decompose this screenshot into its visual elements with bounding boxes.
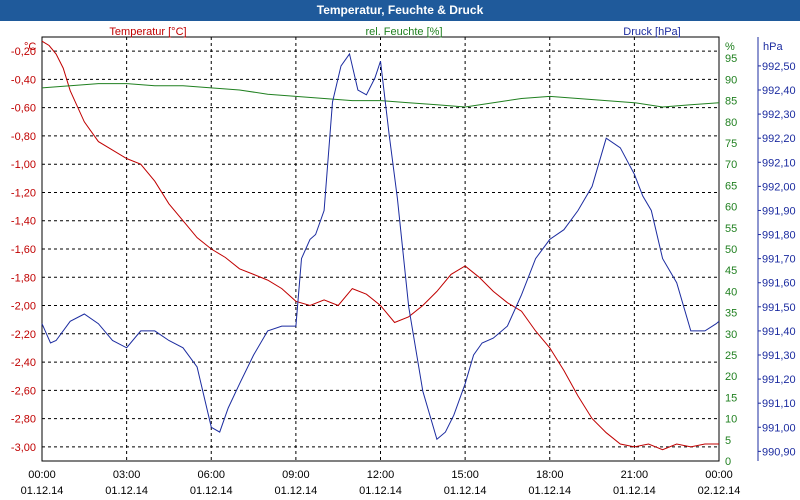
x-tick-date: 01.12.14: [613, 485, 656, 497]
temperature-tick: -0,40: [11, 74, 36, 86]
humidity-tick: 40: [725, 286, 737, 298]
temperature-tick: -1,00: [11, 159, 36, 171]
humidity-tick: 80: [725, 117, 737, 129]
pressure-tick: 991,60: [762, 278, 796, 290]
pressure-unit: hPa: [763, 41, 783, 53]
pressure-tick: 991,00: [762, 422, 796, 434]
series-layer: [41, 40, 720, 451]
temperature-tick: -1,80: [11, 272, 36, 284]
x-tick-date: 01.12.14: [105, 485, 148, 497]
humidity-tick: 70: [725, 159, 737, 171]
pressure-tick: 992,00: [762, 181, 796, 193]
temperature-tick: -2,80: [11, 414, 36, 426]
temperature-unit: °C: [24, 41, 36, 53]
x-tick-time: 12:00: [367, 469, 395, 481]
humidity-tick: 30: [725, 329, 737, 341]
temperature-tick: -1,20: [11, 187, 36, 199]
pressure-tick: 992,40: [762, 85, 796, 97]
x-tick-time: 00:00: [28, 469, 56, 481]
x-tick-date: 01.12.14: [528, 485, 571, 497]
temperature-tick: -3,00: [11, 442, 36, 454]
x-tick-date: 01.12.14: [190, 485, 233, 497]
series-line-humidity: [41, 83, 720, 108]
humidity-tick: 65: [725, 180, 737, 192]
pressure-tick: 992,10: [762, 157, 796, 169]
plot-frame: [41, 36, 720, 462]
pressure-tick: 991,90: [762, 205, 796, 217]
humidity-tick: 90: [725, 74, 737, 86]
temperature-tick: -2,20: [11, 329, 36, 341]
pressure-tick: 992,20: [762, 133, 796, 145]
x-tick-time: 15:00: [451, 469, 479, 481]
pressure-tick: 991,10: [762, 398, 796, 410]
legend-temperature: Temperatur [°C]: [109, 26, 186, 38]
humidity-unit: %: [725, 41, 735, 53]
series-line-pressure: [41, 52, 720, 441]
humidity-tick: 45: [725, 265, 737, 277]
pressure-tick: 991,40: [762, 326, 796, 338]
humidity-tick: 60: [725, 202, 737, 214]
legend-pressure: Druck [hPa]: [623, 26, 680, 38]
humidity-tick: 25: [725, 350, 737, 362]
legend-humidity: rel. Feuchte [%]: [365, 26, 442, 38]
humidity-tick: 20: [725, 371, 737, 383]
temperature-tick: -1,60: [11, 244, 36, 256]
pressure-tick: 991,50: [762, 302, 796, 314]
temperature-tick: -2,40: [11, 357, 36, 369]
pressure-tick: 992,50: [762, 61, 796, 73]
x-tick-date: 01.12.14: [274, 485, 317, 497]
pressure-tick: 990,90: [762, 446, 796, 458]
temperature-tick: -0,60: [11, 103, 36, 115]
x-tick-date: 01.12.14: [444, 485, 487, 497]
humidity-tick: 50: [725, 244, 737, 256]
pressure-tick: 991,70: [762, 254, 796, 266]
humidity-tick: 95: [725, 53, 737, 65]
temperature-tick: -0,80: [11, 131, 36, 143]
humidity-tick: 15: [725, 392, 737, 404]
temperature-tick: -0,20: [11, 46, 36, 58]
humidity-tick: 10: [725, 414, 737, 426]
x-tick-date: 01.12.14: [21, 485, 64, 497]
x-tick-time: 09:00: [282, 469, 310, 481]
humidity-tick: 0: [725, 456, 731, 468]
humidity-tick: 75: [725, 138, 737, 150]
grid-lines: [42, 37, 719, 461]
pressure-tick: 991,30: [762, 350, 796, 362]
temperature-tick: -1,40: [11, 216, 36, 228]
chart-title: Temperatur, Feuchte & Druck: [0, 0, 800, 21]
humidity-tick: 35: [725, 308, 737, 320]
x-tick-date: 02.12.14: [698, 485, 741, 497]
temperature-tick: -2,00: [11, 301, 36, 313]
x-tick-time: 03:00: [113, 469, 141, 481]
humidity-tick: 55: [725, 223, 737, 235]
x-tick-time: 18:00: [536, 469, 564, 481]
x-tick-time: 21:00: [621, 469, 649, 481]
series-line-temperature: [41, 40, 719, 451]
x-tick-time: 00:00: [705, 469, 733, 481]
pressure-tick: 992,30: [762, 109, 796, 121]
temperature-tick: -2,60: [11, 385, 36, 397]
x-tick-time: 06:00: [197, 469, 225, 481]
pressure-tick: 991,20: [762, 374, 796, 386]
x-tick-date: 01.12.14: [359, 485, 402, 497]
axis-labels: 00:00 01.12.14 03:00 01.12.14 06:00 01.12.14 0…: [11, 26, 796, 497]
pressure-tick: 991,80: [762, 230, 796, 242]
humidity-tick: 5: [725, 435, 731, 447]
humidity-tick: 85: [725, 96, 737, 108]
